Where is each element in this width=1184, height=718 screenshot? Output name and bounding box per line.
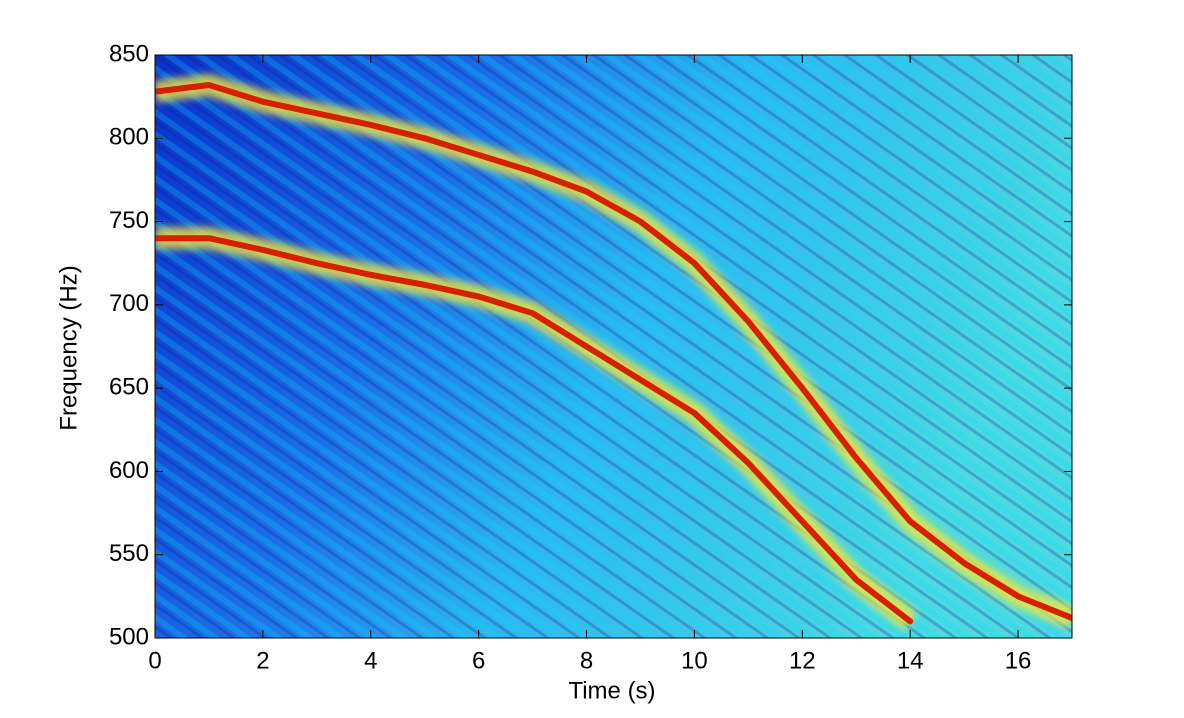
x-tick-label: 2 — [256, 647, 269, 674]
ridge — [155, 235, 914, 625]
y-tick-label: 700 — [109, 290, 149, 317]
x-tick-label: 6 — [472, 647, 485, 674]
y-tick-label: 850 — [109, 40, 149, 67]
x-tick-label: 10 — [681, 647, 708, 674]
x-tick-label: 16 — [1005, 647, 1032, 674]
plot-frame — [154, 54, 1073, 639]
ridges — [155, 73, 1072, 631]
ridge — [155, 81, 1072, 622]
x-tick-label: 4 — [364, 647, 377, 674]
y-tick-label: 600 — [109, 457, 149, 484]
y-axis-label: Frequency (Hz) — [55, 265, 82, 430]
x-tick-label: 14 — [897, 647, 924, 674]
x-axis-label: Time (s) — [568, 677, 655, 704]
y-tick-label: 650 — [109, 373, 149, 400]
y-tick-label: 550 — [109, 540, 149, 567]
x-tick-label: 0 — [148, 647, 161, 674]
y-tick-label: 800 — [109, 124, 149, 151]
y-tick-label: 750 — [109, 207, 149, 234]
y-tick-label: 500 — [109, 623, 149, 650]
x-tick-label: 12 — [789, 647, 816, 674]
x-tick-label: 8 — [580, 647, 593, 674]
